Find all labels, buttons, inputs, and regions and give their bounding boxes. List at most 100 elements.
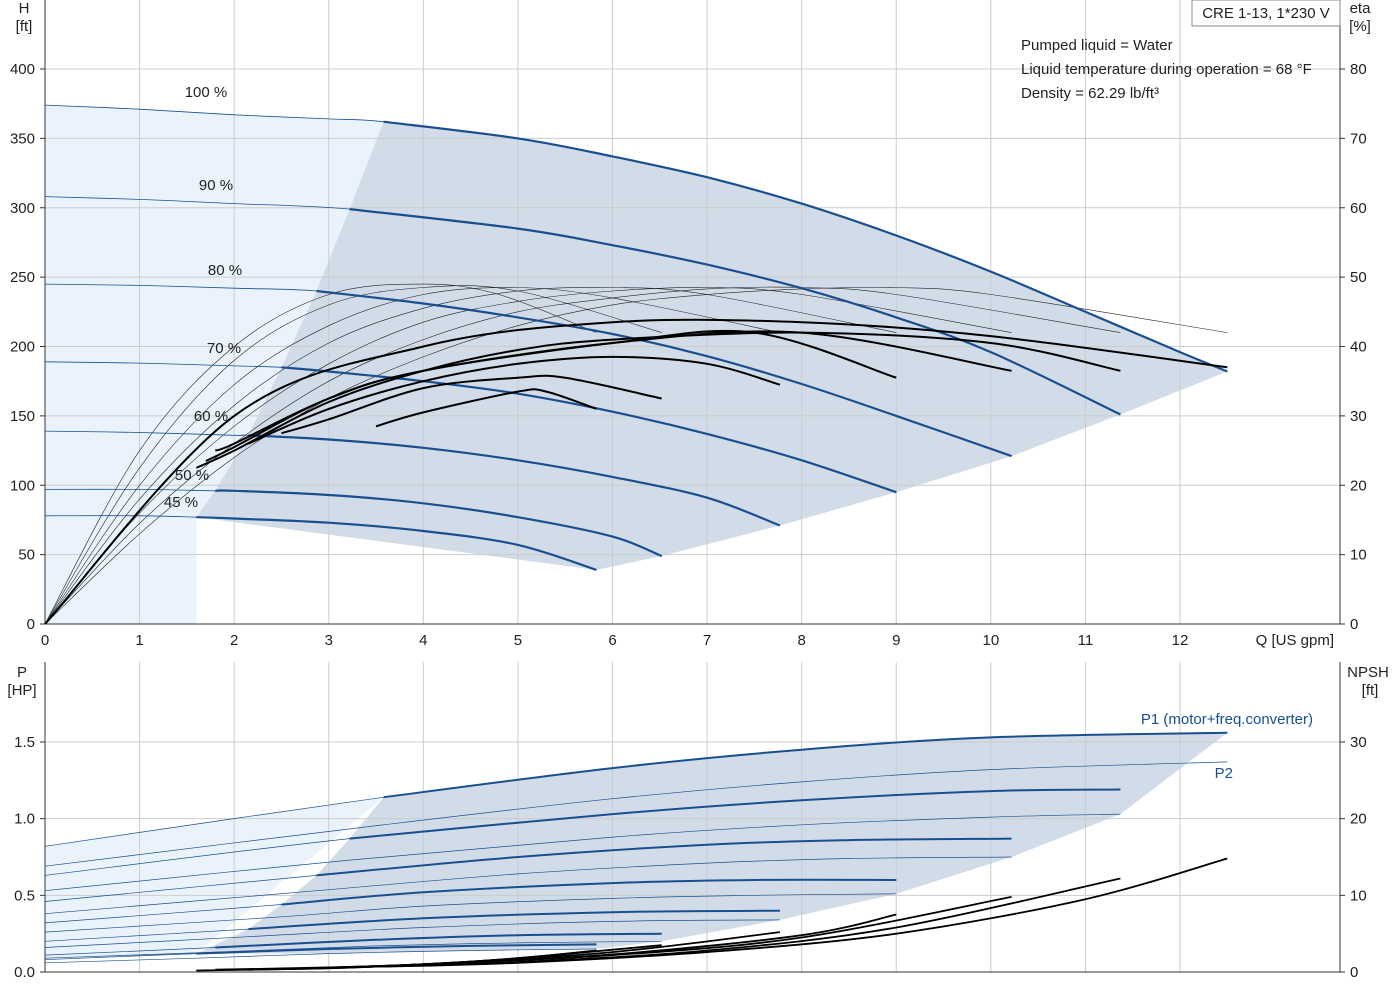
p1-curve-operating xyxy=(349,788,1121,840)
y-tick-label-left: 0 xyxy=(27,616,35,633)
p2-curve xyxy=(44,813,1121,892)
y-tick-label-left: 300 xyxy=(10,200,35,217)
eta-curve xyxy=(248,355,781,445)
y-tick-label-right: 30 xyxy=(1350,734,1367,751)
head-curve-operating xyxy=(215,489,663,558)
x-tick-label: 5 xyxy=(514,632,522,649)
y-axis-title-left-unit: [HP] xyxy=(7,682,36,699)
speed-label: 50 % xyxy=(175,467,209,484)
head-curve-operating xyxy=(349,208,1121,416)
y-tick-label-right: 20 xyxy=(1350,811,1367,828)
eta-curve-thin xyxy=(44,286,1121,625)
x-tick-label: 10 xyxy=(982,632,999,649)
p1-series-label: P1 (motor+freq.converter) xyxy=(1141,711,1313,728)
y-tick-label-right: 50 xyxy=(1350,269,1367,286)
eta-curve-thin xyxy=(44,286,1228,625)
head-curve-operating xyxy=(281,366,897,494)
y-tick-label-left: 0.5 xyxy=(14,887,35,904)
y-tick-label-left: 1.5 xyxy=(14,734,35,751)
y-tick-label-left: 1.0 xyxy=(14,811,35,828)
speed-label: 80 % xyxy=(208,262,242,279)
speed-label: 90 % xyxy=(199,177,233,194)
chart-annotations: CRE 1-13, 1*230 V Pumped liquid = Water … xyxy=(1021,0,1341,102)
x-tick-label: 2 xyxy=(230,632,238,649)
p1-curve-operating xyxy=(215,932,662,949)
y-axis-title-right: eta xyxy=(1350,0,1372,17)
y-axis-title-right: NPSH xyxy=(1347,664,1389,681)
eta-curve xyxy=(281,374,662,435)
info-temperature: Liquid temperature during operation = 68… xyxy=(1021,61,1312,78)
x-tick-label: 3 xyxy=(325,632,333,649)
x-tick-label: 4 xyxy=(419,632,427,649)
y-tick-label-right: 10 xyxy=(1350,887,1367,904)
p1-curve-operating xyxy=(281,878,897,906)
y-tick-label-right: 40 xyxy=(1350,339,1367,356)
head-curve-operating xyxy=(248,434,781,527)
speed-label: 60 % xyxy=(194,408,228,425)
operating-region xyxy=(196,121,1228,570)
y-tick-label-left: 150 xyxy=(10,408,35,425)
y-tick-label-right: 70 xyxy=(1350,130,1367,147)
p1-curve-operating xyxy=(196,943,597,955)
y-tick-label-right: 20 xyxy=(1350,477,1367,494)
chart-title: CRE 1-13, 1*230 V xyxy=(1202,5,1330,22)
y-tick-label-left: 0.0 xyxy=(14,964,35,981)
info-liquid: Pumped liquid = Water xyxy=(1021,37,1173,54)
p1-curve-operating xyxy=(248,909,780,931)
x-axis-title: Q [US gpm] xyxy=(1256,632,1334,649)
p2-curve xyxy=(44,893,897,933)
eta-curve-thin xyxy=(44,285,662,625)
y-tick-label-right: 80 xyxy=(1350,61,1367,78)
x-tick-label: 8 xyxy=(797,632,805,649)
y-tick-label-left: 250 xyxy=(10,269,35,286)
y-tick-label-right: 0 xyxy=(1350,964,1358,981)
y-tick-label-left: 200 xyxy=(10,339,35,356)
x-tick-label: 12 xyxy=(1172,632,1189,649)
y-tick-label-right: 10 xyxy=(1350,547,1367,564)
head-curve-operating xyxy=(196,516,597,571)
p2-curve xyxy=(44,919,780,948)
low-flow-region xyxy=(45,105,384,624)
y-axis-title-left-unit: [ft] xyxy=(16,18,33,35)
speed-label: 45 % xyxy=(164,494,198,511)
info-density: Density = 62.29 lb/ft³ xyxy=(1021,85,1159,102)
x-tick-label: 7 xyxy=(703,632,711,649)
y-tick-label-left: 100 xyxy=(10,477,35,494)
eta-curve-thin xyxy=(44,287,1012,625)
power-npsh-panel: 0.0 0.5 1.0 1.5 0 10 20 30 P[HP] NPSH[ft] P1 (moto… xyxy=(7,662,1389,981)
y-tick-label-right: 0 xyxy=(1350,616,1358,633)
y-axis-title-left: H xyxy=(19,0,30,17)
y-tick-label-right: 30 xyxy=(1350,408,1367,425)
eta-curve xyxy=(214,329,897,452)
p1-curve-operating xyxy=(383,731,1228,799)
low-flow-region xyxy=(45,797,384,960)
eta-curve-thin xyxy=(44,283,597,625)
x-tick-label: 1 xyxy=(135,632,143,649)
eta-curve xyxy=(375,388,597,428)
y-tick-label-left: 400 xyxy=(10,61,35,78)
npsh-curve xyxy=(383,857,1228,968)
y-axis-title-left: P xyxy=(17,664,27,681)
x-tick-label: 6 xyxy=(608,632,616,649)
y-tick-label-right: 60 xyxy=(1350,200,1367,217)
head-curve-operating xyxy=(383,120,1228,373)
p2-curve xyxy=(44,761,1228,867)
p2-series-label: P2 xyxy=(1215,765,1233,782)
p2-curve xyxy=(44,948,597,964)
x-tick-label: 0 xyxy=(41,632,49,649)
title-box xyxy=(1191,0,1341,27)
eta-curve xyxy=(195,331,1121,469)
head-curve-operating xyxy=(316,289,1012,458)
x-tick-label: 9 xyxy=(892,632,900,649)
y-axis-title-right-unit: [ft] xyxy=(1362,682,1379,699)
x-tick-label: 11 xyxy=(1078,632,1094,649)
y-tick-label-left: 350 xyxy=(10,130,35,147)
y-axis-title-right-unit: [%] xyxy=(1349,18,1371,35)
p2-curve xyxy=(44,940,662,959)
eta-curve-thin xyxy=(44,287,897,625)
p1-curve-operating xyxy=(316,837,1012,877)
eta-curve xyxy=(44,318,1228,625)
p2-curve xyxy=(44,856,1012,915)
y-tick-label-left: 50 xyxy=(18,547,35,564)
